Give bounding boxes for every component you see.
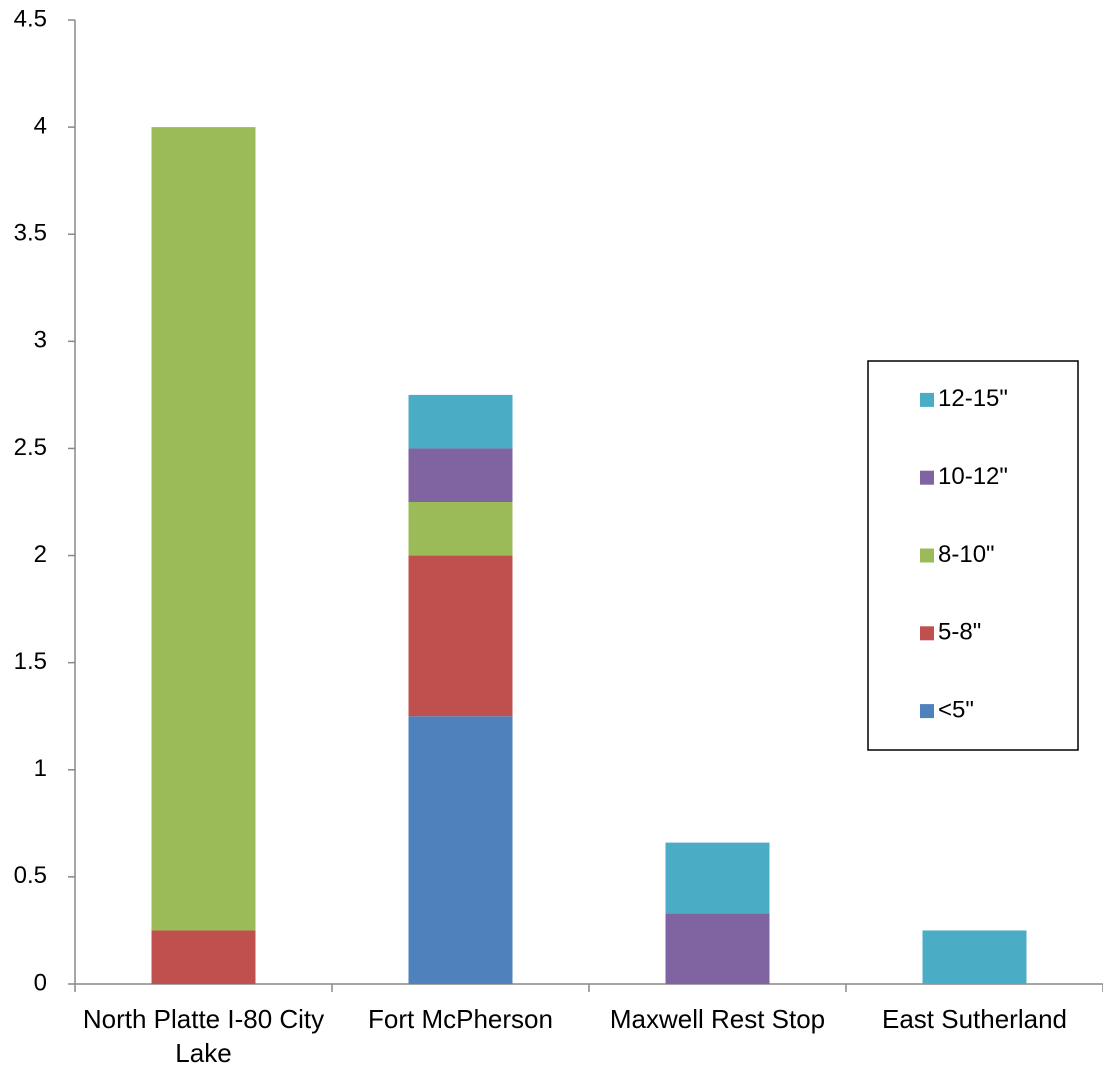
bar-segment <box>409 448 513 502</box>
y-tick-label: 2.5 <box>14 434 47 461</box>
y-tick-label: 3.5 <box>14 220 47 247</box>
bar-segment <box>409 395 513 449</box>
bar-segment <box>152 127 256 930</box>
legend-label: <5" <box>938 696 974 723</box>
legend-swatch <box>920 549 934 563</box>
page: 0 0.5 1 1.5 2 2.5 3 3.5 4 4.5 <5" 5-8" 8-10" 10-12" 12… <box>0 0 1103 1074</box>
y-tick-label: 2 <box>34 541 47 568</box>
legend-swatch <box>920 704 934 718</box>
y-tick-label: 4.5 <box>14 5 47 32</box>
y-tick-label: 0.5 <box>14 862 47 889</box>
x-tick-label: North Platte I-80 City Lake <box>79 1002 329 1070</box>
x-tick-label: East Sutherland <box>850 1002 1100 1036</box>
bar-segment <box>409 502 513 556</box>
legend-swatch <box>920 393 934 407</box>
y-tick-label: 1.5 <box>14 648 47 675</box>
legend-swatch <box>920 471 934 485</box>
y-tick-label: 1 <box>34 755 47 782</box>
chart: 0 0.5 1 1.5 2 2.5 3 3.5 4 4.5 <5" 5-8" 8-10" 10-12" 12… <box>0 0 1103 1074</box>
bar-segment <box>409 556 513 717</box>
bar-segment <box>666 843 770 914</box>
x-tick-label: Fort McPherson <box>336 1002 586 1036</box>
legend-label: 10-12" <box>938 463 1008 490</box>
bar-segment <box>152 930 256 984</box>
x-tick-label: Maxwell Rest Stop <box>593 1002 843 1036</box>
legend-swatch <box>920 626 934 640</box>
legend-label: 5-8" <box>938 619 981 646</box>
bar-segment <box>923 930 1027 984</box>
y-tick-label: 4 <box>34 112 47 139</box>
y-tick-label: 0 <box>34 969 47 996</box>
bar-segment <box>409 716 513 984</box>
legend-label: 12-15" <box>938 385 1008 412</box>
bar-segment <box>666 913 770 984</box>
legend-label: 8-10" <box>938 541 995 568</box>
y-tick-label: 3 <box>34 327 47 354</box>
